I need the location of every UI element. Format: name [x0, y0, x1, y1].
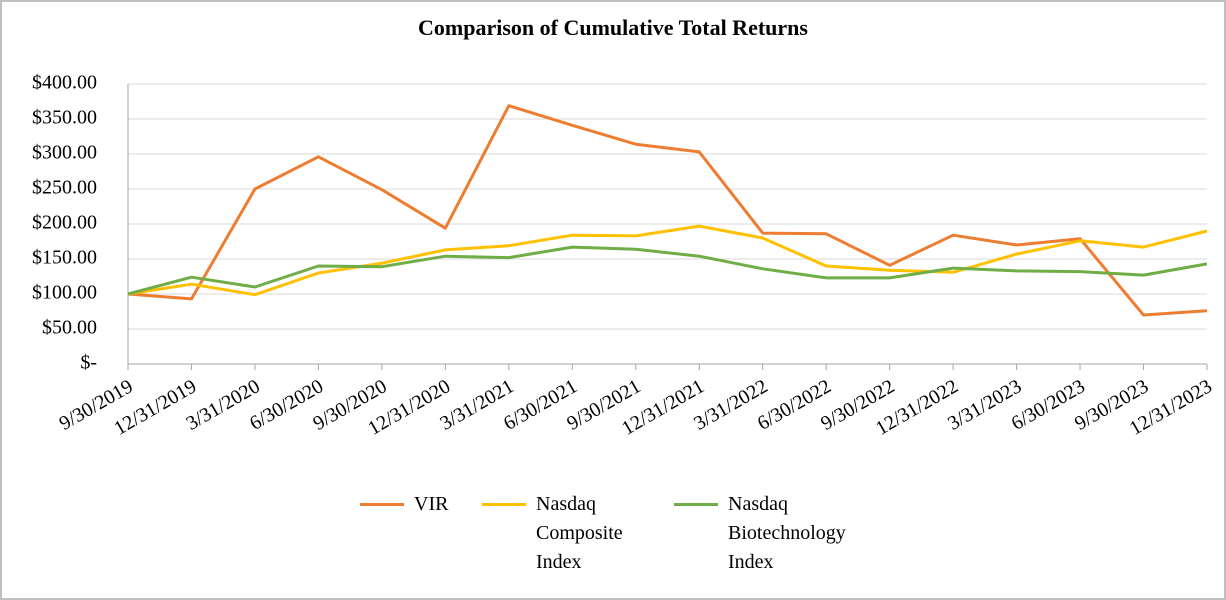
y-tick-label: $50.00 — [42, 317, 97, 339]
y-tick-label: $150.00 — [32, 247, 97, 269]
legend-item: VIR — [360, 490, 474, 577]
legend-item: Nasdaq Composite Index — [482, 490, 666, 577]
legend-label: VIR — [414, 493, 449, 515]
legend-label: Nasdaq Biotechnology Index — [728, 493, 846, 573]
legend: VIR Nasdaq Composite Index Nasdaq Biotechn… — [360, 490, 858, 577]
y-tick-label: $300.00 — [32, 142, 97, 164]
legend-swatch — [482, 503, 526, 506]
y-tick-label: $350.00 — [32, 107, 97, 129]
chart-title: Comparison of Cumulative Total Returns — [418, 15, 808, 40]
legend-swatch — [360, 503, 404, 506]
series-line — [127, 245, 1208, 296]
series-line — [127, 104, 1208, 317]
series-line — [127, 224, 1208, 297]
y-tick-label: $250.00 — [32, 177, 97, 199]
legend-item: Nasdaq Biotechnology Index — [674, 490, 858, 577]
legend-swatch — [674, 503, 718, 506]
y-tick-label: $200.00 — [32, 212, 97, 234]
y-tick-label: $100.00 — [32, 282, 97, 304]
y-tick-label: $400.00 — [32, 72, 97, 94]
legend-label: Nasdaq Composite Index — [536, 493, 623, 573]
y-tick-label: $- — [80, 352, 97, 374]
